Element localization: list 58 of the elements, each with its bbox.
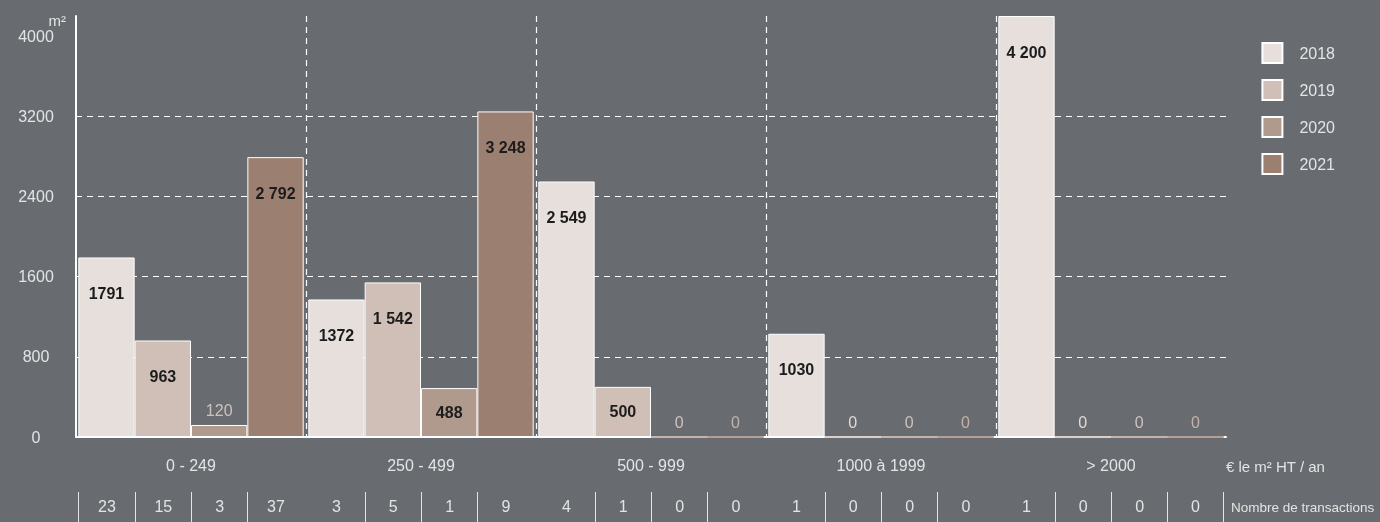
text: 3 (191, 492, 248, 522)
text: 0 (824, 492, 881, 522)
data-label: 0 (848, 414, 858, 431)
text: 1 (1021, 497, 1032, 517)
text: 1 (594, 492, 651, 522)
legend-label: 2018 (1299, 44, 1336, 62)
legend-label: 2020 (1299, 118, 1336, 136)
text: 4 (561, 497, 572, 517)
y-tick-label: 2400 (18, 187, 54, 205)
data-label: 0 (731, 414, 741, 431)
data-label: 1030 (778, 361, 815, 379)
x-tick-label: 250 - 499 (387, 456, 455, 474)
x-tick-label: 500 - 999 (617, 456, 685, 474)
text: 5 (364, 492, 421, 522)
x-tick-label: > 2000 (1086, 456, 1136, 474)
text: 0 (881, 492, 938, 522)
text: 0 (1054, 492, 1111, 522)
text: 0 (707, 492, 764, 522)
data-label: 488 (435, 404, 463, 422)
text: 23 (78, 492, 135, 522)
data-label: 500 (609, 403, 637, 421)
text: 1 (421, 492, 478, 522)
data-label: 0 (1191, 414, 1201, 431)
text: Nombre de transactions (1231, 498, 1375, 517)
data-label: 1372 (318, 326, 355, 344)
text: 9 (477, 492, 534, 522)
data-label: 0 (904, 414, 914, 431)
data-label: 1 542 (372, 309, 413, 327)
text: 0 (1111, 492, 1168, 522)
y-tick-label: 1600 (18, 268, 54, 286)
text: 0 (651, 492, 708, 522)
text: 0 (1167, 492, 1224, 522)
y-tick-label: 800 (22, 348, 50, 366)
data-label: 4 200 (1006, 43, 1047, 61)
text: 3 (331, 497, 342, 517)
data-label: 0 (1134, 414, 1144, 431)
data-label: 120 (205, 402, 233, 420)
y-tick-label: 0 (31, 428, 41, 446)
data-label: 0 (961, 414, 971, 431)
data-label: 1791 (88, 284, 125, 302)
y-tick-label: 4000 (18, 27, 54, 45)
data-label: 2 549 (546, 208, 587, 226)
x-tick-label: 1000 à 1999 (836, 456, 926, 474)
x-tick-label: 0 - 249 (166, 456, 217, 474)
data-label: 0 (1078, 414, 1088, 431)
text: 1 (791, 497, 802, 517)
data-label: 2 792 (255, 184, 296, 202)
legend-label: 2019 (1299, 81, 1336, 99)
x-axis-title: € le m² HT / an (1226, 458, 1325, 475)
data-label: 963 (149, 367, 177, 385)
text: 37 (247, 492, 304, 522)
legend-label: 2021 (1299, 155, 1336, 173)
data-label: 0 (674, 414, 684, 431)
data-label: 3 248 (485, 138, 526, 156)
text: 15 (134, 492, 191, 522)
text: 0 (937, 492, 994, 522)
y-tick-label: 3200 (18, 107, 54, 125)
y-axis-title: m² (48, 11, 66, 29)
